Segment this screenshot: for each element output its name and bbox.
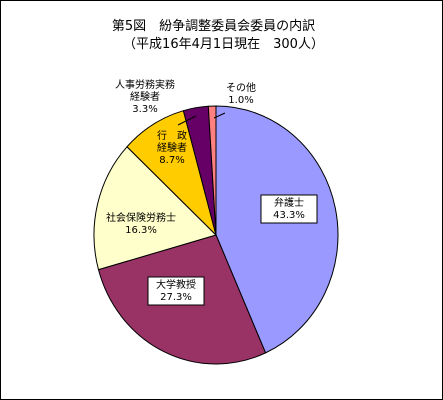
slice-label: 社会保険労務士 16.3% [106,211,176,236]
pie-slice [215,105,339,354]
pie-slice [207,105,217,236]
slice-label: 大学教授 27.3% [156,278,196,303]
pie-slice [93,146,217,271]
slice-label: 人事労務実務経験者 3.3% [115,78,175,115]
slice-label-box [147,276,205,306]
slice-label: 行 政経験者 8.7% [157,129,187,166]
slice-label-box [260,194,318,224]
slice-label: その他 1.0% [226,81,256,106]
leader-line [213,112,226,119]
slice-label: 弁護士 43.3% [273,196,305,221]
chart-title: 第5図 紛争調整委員会委員の内訳 [111,19,316,34]
chart-subtitle: （平成16年4月1日現在 300人） [123,37,324,52]
leader-line [177,115,197,126]
